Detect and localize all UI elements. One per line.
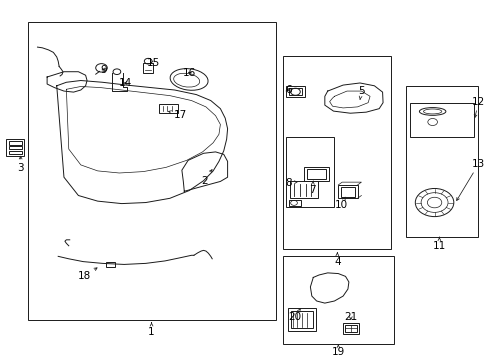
Text: 2: 2 bbox=[201, 170, 212, 186]
Text: 13: 13 bbox=[456, 159, 485, 201]
Bar bbox=[9, 151, 22, 154]
Text: 1: 1 bbox=[148, 323, 155, 337]
Bar bbox=[289, 181, 317, 198]
Text: 4: 4 bbox=[333, 253, 340, 267]
Bar bbox=[159, 104, 177, 113]
Bar bbox=[286, 86, 304, 97]
Text: 15: 15 bbox=[146, 58, 159, 68]
Bar bbox=[303, 167, 328, 181]
Text: 16: 16 bbox=[182, 68, 195, 77]
Text: 6: 6 bbox=[285, 85, 291, 95]
Text: 21: 21 bbox=[344, 311, 357, 321]
Bar bbox=[345, 325, 356, 332]
Text: 19: 19 bbox=[331, 345, 344, 357]
Bar bbox=[28, 22, 275, 320]
Text: 14: 14 bbox=[119, 78, 132, 88]
Bar bbox=[340, 187, 354, 197]
Bar bbox=[288, 88, 302, 95]
Bar bbox=[9, 141, 22, 144]
Bar bbox=[290, 311, 312, 328]
Bar bbox=[6, 139, 24, 156]
Text: 8: 8 bbox=[285, 178, 297, 188]
Text: 18: 18 bbox=[78, 268, 97, 282]
Text: 17: 17 bbox=[168, 110, 186, 120]
Text: 11: 11 bbox=[432, 237, 445, 251]
Bar bbox=[288, 200, 300, 206]
Bar bbox=[283, 56, 390, 249]
Text: 10: 10 bbox=[334, 197, 347, 210]
Bar bbox=[343, 323, 358, 334]
Bar bbox=[283, 256, 393, 344]
Bar bbox=[338, 185, 357, 198]
Bar bbox=[106, 262, 115, 267]
Bar bbox=[409, 103, 473, 137]
Text: 7: 7 bbox=[308, 181, 315, 195]
Bar bbox=[306, 170, 325, 179]
Text: 20: 20 bbox=[288, 309, 301, 321]
Bar bbox=[287, 309, 315, 331]
Text: 9: 9 bbox=[100, 65, 106, 75]
Bar bbox=[405, 86, 477, 237]
Text: 5: 5 bbox=[357, 86, 364, 99]
Text: 12: 12 bbox=[471, 96, 485, 117]
Bar bbox=[9, 146, 22, 149]
Bar bbox=[142, 63, 153, 73]
Bar bbox=[286, 137, 334, 207]
Text: 3: 3 bbox=[17, 156, 24, 173]
